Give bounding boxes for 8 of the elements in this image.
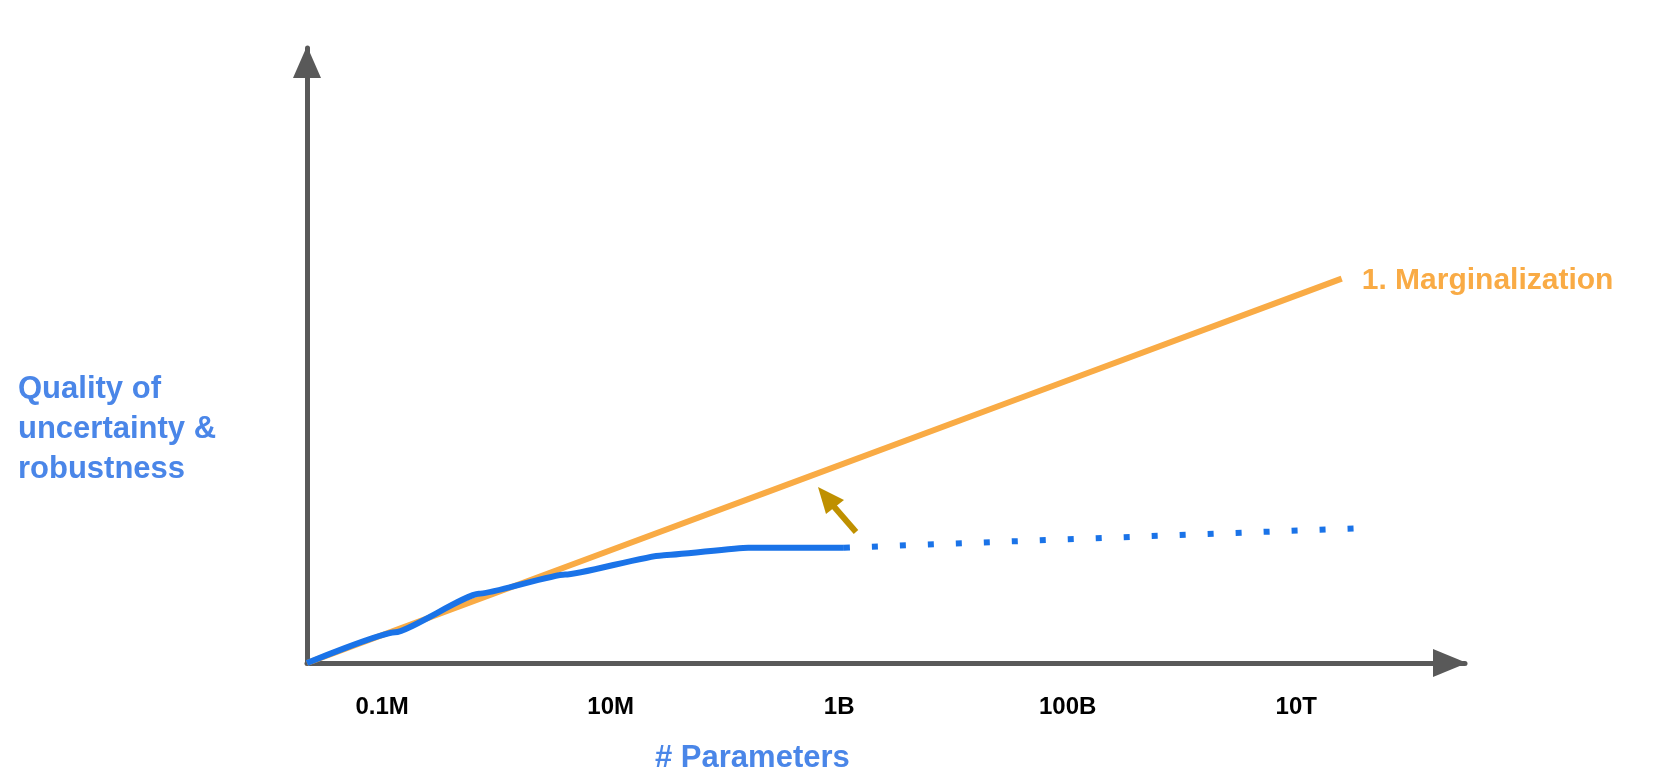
series-label: 1. Marginalization [1361,262,1614,296]
x-tick-label: 1B [823,691,855,719]
x-tick-label: 10T [1275,691,1318,719]
x-axis-title: # Parameters [655,739,850,773]
x-tick-label: 10M [587,691,634,719]
x-tick-label: 0.1M [355,691,409,719]
y-axis-title: Quality of uncertainty & robustness [18,369,225,485]
x-tick-label: 100B [1039,691,1097,719]
